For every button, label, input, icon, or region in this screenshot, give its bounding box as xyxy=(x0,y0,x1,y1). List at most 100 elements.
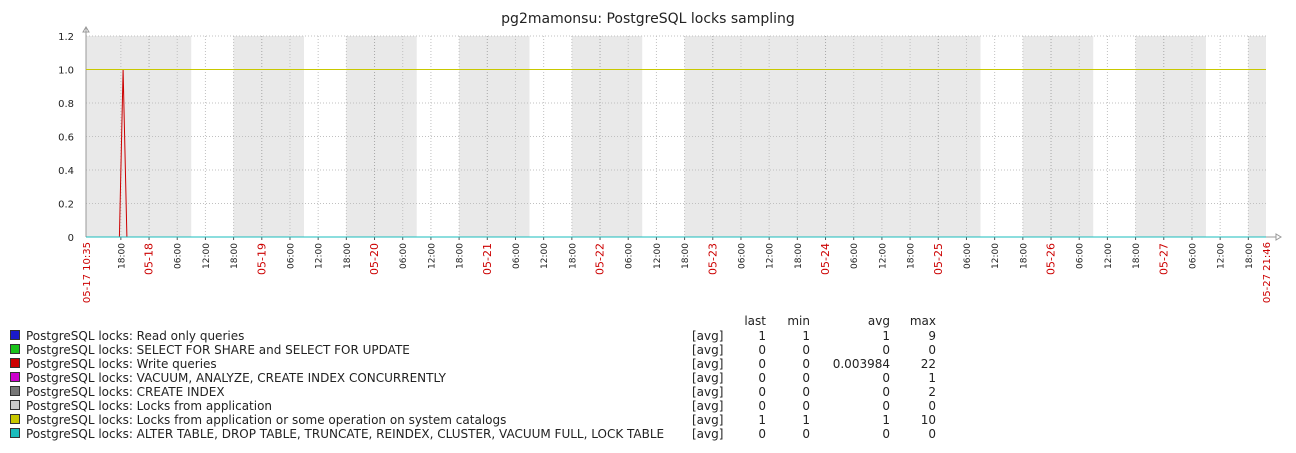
legend-row: PostgreSQL locks: Locks from application… xyxy=(10,413,950,427)
legend-avg: 0 xyxy=(882,371,890,385)
legend-avg: 0.003984 xyxy=(832,357,890,371)
x-tick-label: 18:00 xyxy=(230,243,240,269)
y-axis-arrow xyxy=(82,26,90,33)
legend-max: 0 xyxy=(928,343,936,357)
x-tick-label: 12:00 xyxy=(427,243,437,269)
legend-func: [avg] xyxy=(692,399,724,413)
legend-series-name: PostgreSQL locks: Write queries xyxy=(26,357,217,371)
legend-row: PostgreSQL locks: SELECT FOR SHARE and S… xyxy=(10,343,950,357)
legend-func: [avg] xyxy=(692,329,724,343)
legend-func: [avg] xyxy=(692,357,724,371)
x-tick-label: 06:00 xyxy=(286,243,296,269)
legend-min: 0 xyxy=(802,385,810,399)
y-tick-label: 0.2 xyxy=(58,200,74,211)
x-tick-label: 18:00 xyxy=(1019,243,1029,269)
legend-last: 0 xyxy=(758,427,766,441)
x-tick-label: 12:00 xyxy=(766,243,776,269)
x-tick-label: 05-23 xyxy=(706,243,719,275)
x-tick-label: 18:00 xyxy=(456,243,466,269)
y-tick-label: 0.6 xyxy=(58,133,74,144)
x-tick-label: 12:00 xyxy=(315,243,325,269)
y-tick-label: 0.4 xyxy=(58,166,74,177)
legend-header-min: min xyxy=(787,314,810,328)
legend-row: PostgreSQL locks: Locks from application… xyxy=(10,399,950,413)
x-tick-label: 05-27 xyxy=(1157,243,1170,275)
legend-min: 0 xyxy=(802,427,810,441)
x-tick-label: 05-25 xyxy=(932,243,945,275)
legend-row: PostgreSQL locks: CREATE INDEX [avg] 0 0 0 2 xyxy=(10,385,950,399)
x-tick-label: 18:00 xyxy=(1245,243,1255,269)
legend-header-last: last xyxy=(744,314,766,328)
x-end-label: 05-27 21:46 xyxy=(1262,242,1273,303)
legend-avg: 0 xyxy=(882,399,890,413)
legend-row: PostgreSQL locks: Write queries [avg] 0 0 0.… xyxy=(10,357,950,371)
legend-row: PostgreSQL locks: Read only queries [avg]… xyxy=(10,329,950,343)
x-tick-label: 18:00 xyxy=(907,243,917,269)
legend-last: 0 xyxy=(758,343,766,357)
legend-max: 10 xyxy=(920,413,936,427)
x-tick-label: 06:00 xyxy=(625,243,635,269)
x-tick-label: 18:00 xyxy=(1132,243,1142,269)
chart: pg2mamonsu: PostgreSQL locks sampling 0 0.… xyxy=(58,11,1282,303)
legend-max: 9 xyxy=(928,329,936,343)
legend-max: 2 xyxy=(928,385,936,399)
x-tick-label: 12:00 xyxy=(878,243,888,269)
legend-last: 0 xyxy=(758,357,766,371)
y-tick-label: 1.0 xyxy=(58,66,74,77)
x-tick-label: 06:00 xyxy=(1076,243,1086,269)
x-tick-label: 18:00 xyxy=(343,243,353,269)
x-tick-label: 18:00 xyxy=(117,243,127,269)
x-tick-label: 06:00 xyxy=(963,243,973,269)
legend-func: [avg] xyxy=(692,343,724,357)
x-tick-label: 05-20 xyxy=(368,243,381,275)
legend-last: 0 xyxy=(758,385,766,399)
legend-min: 0 xyxy=(802,357,810,371)
x-tick-label: 12:00 xyxy=(202,243,212,269)
legend-min: 0 xyxy=(802,371,810,385)
x-tick-label: 06:00 xyxy=(174,243,184,269)
legend-row: PostgreSQL locks: ALTER TABLE, DROP TABL… xyxy=(10,427,950,441)
legend-series-name: PostgreSQL locks: Locks from application… xyxy=(26,413,507,427)
legend-func: [avg] xyxy=(692,413,724,427)
legend-swatch xyxy=(10,414,20,424)
x-tick-label: 05-24 xyxy=(819,243,832,275)
legend-series-name: PostgreSQL locks: SELECT FOR SHARE and S… xyxy=(26,343,410,357)
x-tick-label: 06:00 xyxy=(1188,243,1198,269)
legend-last: 1 xyxy=(758,329,766,343)
legend-min: 0 xyxy=(802,343,810,357)
legend-swatch xyxy=(10,428,20,438)
legend: last min avg max PostgreSQL locks: Read … xyxy=(10,314,950,441)
legend-avg: 1 xyxy=(882,413,890,427)
legend-max: 0 xyxy=(928,399,936,413)
legend-swatch xyxy=(10,400,20,410)
x-tick-label: 18:00 xyxy=(794,243,804,269)
x-tick-label: 06:00 xyxy=(737,243,747,269)
legend-avg: 1 xyxy=(882,329,890,343)
x-tick-label: 12:00 xyxy=(1104,243,1114,269)
legend-row: PostgreSQL locks: VACUUM, ANALYZE, CREAT… xyxy=(10,371,950,385)
legend-series-name: PostgreSQL locks: ALTER TABLE, DROP TABL… xyxy=(26,427,665,441)
legend-last: 0 xyxy=(758,371,766,385)
x-tick-label: 18:00 xyxy=(568,243,578,269)
x-tick-label: 12:00 xyxy=(991,243,1001,269)
legend-min: 0 xyxy=(802,399,810,413)
legend-last: 0 xyxy=(758,399,766,413)
legend-max: 1 xyxy=(928,371,936,385)
legend-swatch xyxy=(10,386,20,396)
x-axis-arrow xyxy=(1275,233,1282,241)
x-start-label: 05-17 10:35 xyxy=(82,242,93,303)
legend-header-max: max xyxy=(909,314,936,328)
legend-min: 1 xyxy=(802,413,810,427)
x-tick-label: 05-21 xyxy=(481,243,494,275)
x-tick-label: 05-26 xyxy=(1045,243,1058,275)
legend-series-name: PostgreSQL locks: VACUUM, ANALYZE, CREAT… xyxy=(26,371,446,385)
x-tick-label: 18:00 xyxy=(681,243,691,269)
legend-series-name: PostgreSQL locks: Read only queries xyxy=(26,329,245,343)
legend-func: [avg] xyxy=(692,385,724,399)
x-tick-label: 06:00 xyxy=(850,243,860,269)
shaded-period xyxy=(1248,36,1266,237)
legend-last: 1 xyxy=(758,413,766,427)
y-tick-label: 1.2 xyxy=(58,32,74,43)
legend-series-name: PostgreSQL locks: Locks from application xyxy=(26,399,273,413)
x-tick-label: 12:00 xyxy=(1217,243,1227,269)
